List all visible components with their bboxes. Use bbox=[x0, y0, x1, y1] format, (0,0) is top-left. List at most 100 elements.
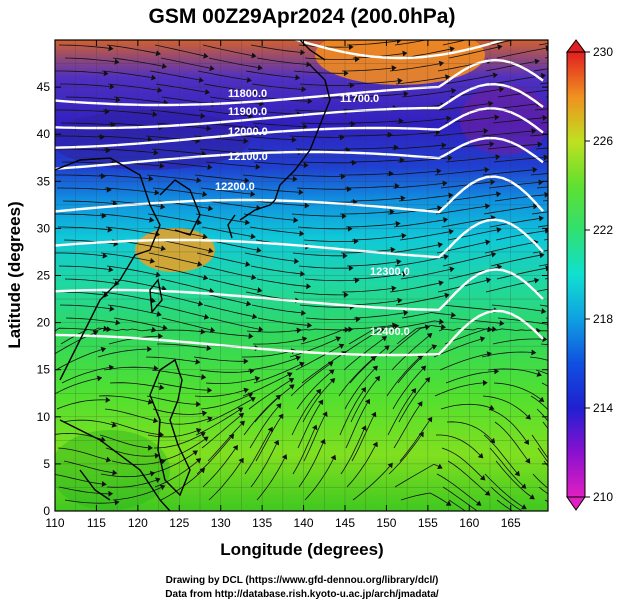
streamline-arrow bbox=[489, 141, 495, 147]
streamline-arrow bbox=[438, 318, 445, 325]
streamline bbox=[494, 421, 528, 461]
streamline-arrow bbox=[162, 324, 168, 331]
streamline bbox=[399, 420, 430, 462]
streamline bbox=[103, 148, 154, 153]
streamline bbox=[304, 458, 334, 501]
streamline bbox=[205, 378, 256, 385]
streamline-arrow bbox=[394, 323, 400, 330]
streamline bbox=[110, 421, 160, 435]
streamline bbox=[387, 207, 438, 215]
streamline-arrow bbox=[438, 280, 444, 286]
credit-drawing: Drawing by DCL (https://www.gfd-dennou.o… bbox=[166, 575, 439, 586]
streamline-arrow bbox=[395, 221, 401, 227]
streamline bbox=[63, 460, 113, 474]
streamline-arrow bbox=[534, 58, 540, 65]
streamline-arrow bbox=[201, 410, 208, 417]
streamline bbox=[536, 408, 548, 422]
x-tick-label: 115 bbox=[87, 516, 106, 530]
streamline bbox=[301, 161, 353, 164]
streamline-arrow bbox=[232, 444, 238, 451]
streamline bbox=[434, 382, 484, 397]
x-tick-label: 160 bbox=[459, 516, 479, 530]
streamline bbox=[104, 408, 154, 421]
streamline-arrow bbox=[300, 49, 306, 56]
streamline bbox=[350, 197, 401, 202]
streamline-arrow bbox=[201, 374, 207, 380]
streamline-arrow bbox=[448, 192, 454, 199]
streamline bbox=[105, 226, 156, 235]
streamline bbox=[399, 231, 450, 241]
streamline-arrow bbox=[244, 177, 250, 184]
streamline-arrow bbox=[530, 514, 535, 519]
streamline bbox=[161, 317, 211, 331]
streamline bbox=[298, 265, 349, 269]
streamline-arrow bbox=[365, 398, 370, 405]
streamline bbox=[395, 295, 446, 306]
streamline bbox=[62, 200, 113, 204]
y-axis-label: Latitude (degrees) bbox=[5, 201, 24, 348]
streamline-arrow bbox=[539, 32, 543, 37]
streamline bbox=[55, 349, 102, 371]
streamline-arrow bbox=[541, 308, 547, 314]
streamline-arrow bbox=[112, 469, 118, 476]
streamline bbox=[352, 273, 403, 280]
streamline bbox=[197, 70, 248, 81]
streamline-arrow bbox=[209, 65, 215, 71]
streamline-arrow bbox=[490, 251, 497, 258]
cold-region-east bbox=[460, 85, 548, 155]
warm-region-subtropical bbox=[135, 228, 215, 272]
streamline bbox=[289, 338, 337, 358]
streamline bbox=[447, 229, 498, 241]
streamline-arrow bbox=[108, 45, 114, 52]
streamline bbox=[350, 379, 378, 423]
contour-label: 12000.0 bbox=[228, 126, 268, 138]
streamline bbox=[346, 261, 397, 267]
streamline bbox=[198, 330, 249, 337]
streamline-arrow bbox=[592, 511, 596, 516]
streamline bbox=[544, 499, 548, 503]
streamline bbox=[353, 312, 404, 319]
streamline-arrow bbox=[229, 433, 235, 440]
streamline bbox=[202, 448, 236, 488]
streamline bbox=[160, 278, 210, 292]
streamline-arrow bbox=[387, 462, 393, 468]
streamline bbox=[200, 394, 249, 410]
streamline-arrow bbox=[482, 380, 488, 386]
streamline-arrow bbox=[588, 256, 592, 261]
streamline bbox=[490, 486, 523, 511]
streamline-arrow bbox=[203, 436, 209, 442]
streamline-arrow bbox=[525, 458, 531, 464]
streamline-arrow bbox=[529, 494, 535, 500]
y-tick-label: 0 bbox=[43, 504, 50, 518]
streamline bbox=[388, 435, 422, 475]
streamline-arrow bbox=[292, 176, 298, 182]
streamline-arrow bbox=[245, 300, 252, 307]
streamline bbox=[160, 470, 202, 501]
streamline bbox=[299, 83, 351, 86]
streamline bbox=[495, 460, 532, 497]
y-tick-label: 30 bbox=[37, 221, 51, 235]
streamline-arrow bbox=[111, 422, 118, 428]
streamline bbox=[198, 109, 249, 117]
y-tick-label: 20 bbox=[37, 316, 51, 330]
streamline bbox=[64, 57, 115, 63]
streamline bbox=[194, 390, 245, 397]
streamline-arrow bbox=[202, 191, 208, 197]
streamline-arrow bbox=[312, 424, 318, 431]
streamline-arrow bbox=[427, 416, 433, 423]
streamline-arrow bbox=[537, 141, 543, 148]
streamline-arrow bbox=[322, 411, 328, 417]
tropical-region bbox=[55, 430, 170, 510]
streamline-arrow bbox=[106, 326, 112, 332]
streamline-arrow bbox=[330, 454, 336, 461]
streamline-arrow bbox=[540, 522, 545, 527]
height-contour bbox=[55, 218, 544, 259]
streamline bbox=[349, 347, 387, 384]
streamline bbox=[157, 161, 208, 168]
streamline-arrow bbox=[370, 355, 377, 362]
streamline bbox=[401, 312, 452, 319]
streamline bbox=[200, 187, 251, 195]
streamline-arrow bbox=[348, 326, 354, 333]
x-tick-label: 155 bbox=[418, 516, 438, 530]
coastline bbox=[159, 179, 201, 236]
